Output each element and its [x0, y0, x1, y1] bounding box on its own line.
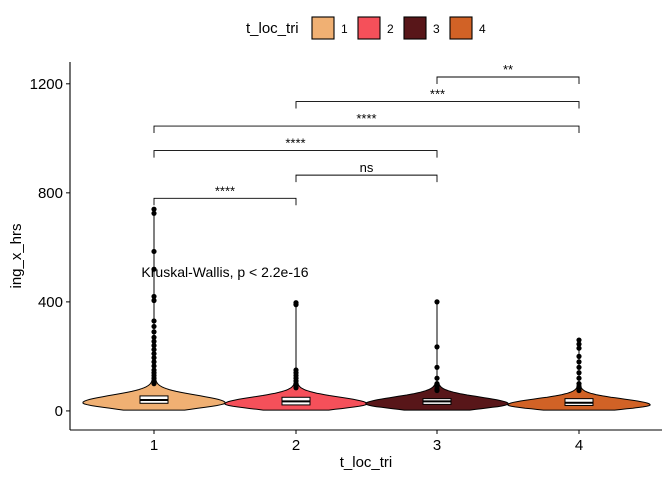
legend-key-4 — [449, 16, 473, 40]
outlier-point — [576, 375, 582, 381]
outlier-point — [434, 375, 440, 381]
legend-title: t_loc_tri — [246, 20, 299, 37]
outlier-point — [151, 363, 157, 369]
violin-group-4 — [507, 337, 651, 411]
outlier-point — [576, 364, 582, 370]
legend-key-3 — [403, 16, 427, 40]
comparison-brackets: ****ns************* — [153, 62, 580, 206]
outlier-point — [151, 293, 157, 300]
significance-label: *** — [430, 87, 445, 102]
outlier-point — [151, 359, 157, 365]
x-axis: 1 2 3 4 — [70, 429, 662, 454]
outlier-point — [151, 342, 157, 349]
outlier-point — [151, 355, 157, 361]
y-axis-title: ing_x_hrs — [8, 223, 25, 288]
x-tick-label: 2 — [292, 437, 300, 454]
bracket-1-3: **** — [153, 136, 438, 158]
violin-group-1 — [82, 206, 226, 411]
outlier-point — [151, 381, 157, 387]
significance-label: **** — [356, 111, 376, 126]
outlier-point — [434, 387, 440, 394]
legend-key-1 — [311, 16, 335, 40]
kruskal-wallis-annotation: Kruskal-Wallis, p < 2.2e-16 — [141, 264, 308, 280]
outlier-point — [151, 210, 157, 216]
outlier-point — [151, 329, 157, 335]
legend-label-1: 1 — [341, 22, 348, 36]
bracket-1-4: **** — [153, 111, 580, 134]
bracket-2-3: ns — [295, 160, 438, 183]
y-tick-label: 400 — [38, 294, 63, 311]
x-tick-label: 4 — [575, 437, 583, 454]
bracket-1-2: **** — [153, 183, 297, 206]
legend-key-2 — [357, 16, 381, 40]
x-tick-label: 1 — [150, 437, 158, 454]
legend-label-4: 4 — [479, 22, 486, 36]
bracket-3-4: ** — [436, 62, 580, 84]
significance-label: ns — [360, 160, 374, 175]
significance-label: **** — [215, 183, 235, 198]
outlier-point — [151, 323, 157, 330]
outlier-point — [576, 353, 582, 359]
x-axis-title: t_loc_tri — [340, 454, 393, 471]
y-axis: 0 400 800 1200 — [30, 62, 71, 430]
outlier-point — [576, 359, 582, 365]
significance-label: **** — [285, 136, 305, 151]
outlier-point — [151, 318, 157, 324]
outlier-point — [151, 346, 157, 353]
outlier-point — [576, 387, 582, 394]
bracket-line — [295, 101, 580, 109]
violin-group-2 — [224, 300, 368, 411]
outlier-point — [576, 337, 582, 343]
outlier-point — [151, 206, 157, 212]
bracket-line — [295, 174, 438, 183]
outlier-point — [151, 334, 157, 340]
bracket-line — [153, 150, 438, 158]
y-tick-label: 0 — [55, 403, 63, 420]
violin-group-3 — [365, 299, 509, 411]
legend: t_loc_tri 1 2 3 4 — [246, 16, 486, 40]
outlier-point — [434, 299, 440, 305]
bracket-2-4: *** — [295, 87, 580, 109]
outlier-point — [434, 364, 440, 370]
outlier-point — [151, 248, 157, 255]
outlier-point — [151, 338, 157, 345]
outlier-point — [293, 302, 299, 308]
legend-label-3: 3 — [433, 22, 440, 36]
bracket-line — [153, 197, 297, 206]
significance-label: ** — [503, 62, 513, 77]
outlier-point — [576, 345, 582, 351]
outlier-point — [151, 297, 157, 304]
bracket-line — [153, 125, 580, 134]
outlier-point — [576, 370, 582, 376]
violins — [82, 206, 651, 411]
x-tick-label: 3 — [433, 437, 441, 454]
bracket-line — [436, 76, 580, 84]
outlier-point — [434, 344, 440, 350]
outlier-point — [293, 385, 299, 391]
outlier-point — [576, 341, 582, 347]
outlier-point — [151, 351, 157, 357]
legend-label-2: 2 — [387, 22, 394, 36]
y-tick-label: 800 — [38, 185, 63, 202]
outlier-point — [151, 266, 157, 272]
y-tick-label: 1200 — [30, 76, 63, 93]
